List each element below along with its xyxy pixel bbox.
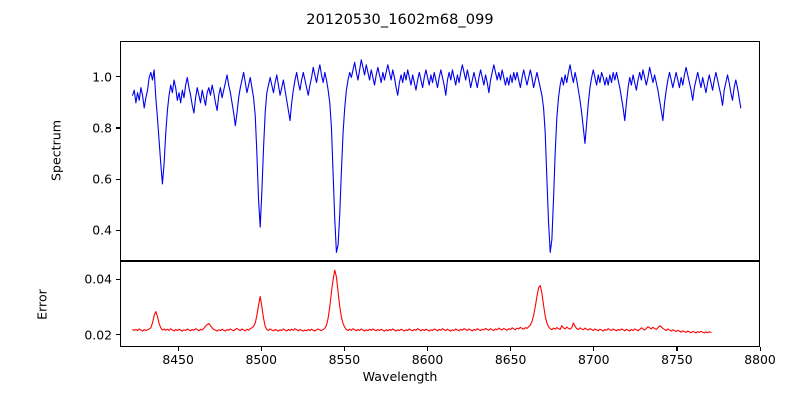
x-tick-mark: [177, 347, 179, 351]
spectrum-line-chart: [132, 59, 742, 253]
x-tick-mark: [510, 347, 512, 351]
y-tick-label-error: 0.04: [84, 271, 112, 287]
x-tick-mark: [343, 347, 346, 351]
x-tick-label: 8700: [577, 352, 610, 367]
y-tick-mark-spectrum: [116, 127, 120, 129]
error-data-line: [132, 269, 712, 334]
y-tick-mark-error: [116, 334, 120, 336]
x-tick-label: 8550: [328, 352, 361, 367]
x-tick-label: 8600: [411, 352, 444, 367]
x-tick-label: 8450: [162, 352, 194, 367]
x-tick-mark: [759, 347, 761, 351]
x-tick-mark: [676, 347, 678, 351]
spectrum-data-line: [132, 59, 742, 253]
x-tick-label: 8650: [494, 352, 527, 367]
y-tick-label-error: 0.02: [84, 327, 112, 343]
y-tick-mark-spectrum: [116, 178, 120, 180]
error-line-chart: [132, 269, 712, 334]
x-tick-label: 8500: [245, 352, 278, 367]
y-tick-label-spectrum: 0.6: [92, 171, 112, 187]
x-tick-label: 8750: [661, 352, 693, 367]
error-plot-area: [120, 261, 760, 347]
y-tick-label-spectrum: 0.8: [92, 120, 112, 136]
y-tick-label-spectrum: 1.0: [92, 69, 112, 85]
x-tick-label: 8800: [744, 352, 776, 367]
x-tick-mark: [593, 347, 595, 351]
y-axis-label-spectrum: Spectrum: [48, 119, 64, 182]
y-tick-mark-error: [116, 278, 120, 280]
page-title: 20120530_1602m68_099: [306, 12, 494, 28]
y-tick-mark-spectrum: [116, 76, 120, 78]
x-tick-mark: [260, 347, 262, 351]
y-tick-label-spectrum: 0.4: [92, 222, 112, 238]
y-tick-mark-spectrum: [116, 229, 120, 231]
x-tick-mark: [427, 347, 429, 351]
x-axis-label-wavelength: Wavelength: [362, 369, 438, 384]
spectrum-plot-area: [120, 41, 760, 261]
y-axis-label-error: Error: [34, 289, 50, 320]
